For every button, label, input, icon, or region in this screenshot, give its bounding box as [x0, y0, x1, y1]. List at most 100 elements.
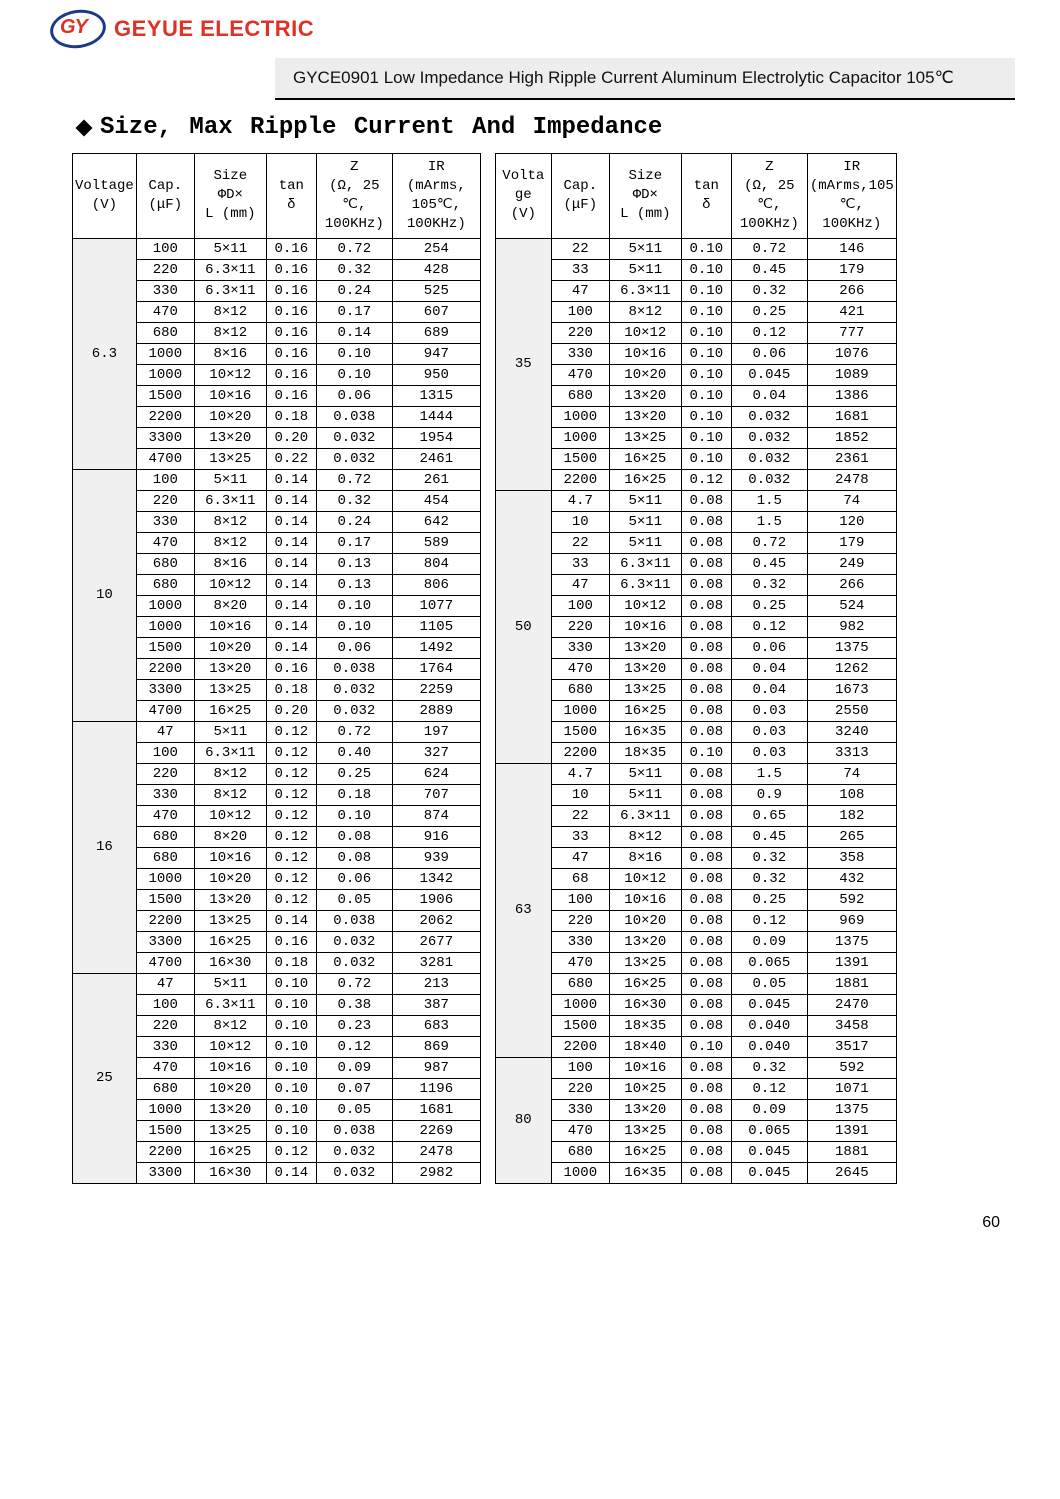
- cell-ir: 869: [392, 1036, 480, 1057]
- table-row: 22010×200.080.12969: [495, 910, 896, 931]
- cell-tan: 0.08: [681, 553, 731, 574]
- cell-tan: 0.08: [681, 994, 731, 1015]
- cell-tan: 0.08: [681, 973, 731, 994]
- cell-size: 8×12: [194, 532, 266, 553]
- cell-tan: 0.08: [681, 1078, 731, 1099]
- cell-size: 13×25: [609, 427, 681, 448]
- cell-ir: 2062: [392, 910, 480, 931]
- table-row: 101005×110.140.72261: [73, 469, 481, 490]
- cell-z: 0.72: [316, 238, 392, 259]
- cell-cap: 47: [551, 847, 609, 868]
- cell-cap: 680: [136, 574, 194, 595]
- cell-tan: 0.16: [266, 259, 316, 280]
- cell-tan: 0.12: [266, 1141, 316, 1162]
- cell-cap: 220: [551, 322, 609, 343]
- cell-cap: 4700: [136, 448, 194, 469]
- cell-z: 0.032: [316, 1162, 392, 1183]
- cell-tan: 0.14: [266, 532, 316, 553]
- table-row: 47013×250.080.0651391: [495, 952, 896, 973]
- cell-cap: 470: [136, 1057, 194, 1078]
- cell-ir: 1375: [807, 637, 896, 658]
- cell-z: 0.32: [731, 574, 807, 595]
- cell-ir: 2461: [392, 448, 480, 469]
- cell-size: 10×20: [194, 637, 266, 658]
- cell-z: 0.040: [731, 1036, 807, 1057]
- brand-name: GEYUE ELECTRIC: [114, 16, 314, 42]
- cell-ir: 982: [807, 616, 896, 637]
- cell-ir: 874: [392, 805, 480, 826]
- cell-z: 0.06: [316, 385, 392, 406]
- cell-tan: 0.10: [266, 1057, 316, 1078]
- cell-size: 5×11: [194, 469, 266, 490]
- cell-tan: 0.12: [266, 847, 316, 868]
- table-row: 100013×250.100.0321852: [495, 427, 896, 448]
- table-row: 1008×120.100.25421: [495, 301, 896, 322]
- cell-size: 16×35: [609, 1162, 681, 1183]
- cell-size: 10×16: [194, 1057, 266, 1078]
- cell-tan: 0.10: [681, 385, 731, 406]
- cell-z: 0.10: [316, 595, 392, 616]
- cell-z: 0.045: [731, 1162, 807, 1183]
- cell-z: 0.25: [316, 763, 392, 784]
- cell-ir: 261: [392, 469, 480, 490]
- section-heading: Size, Max Ripple Current And Impedance: [78, 114, 1010, 141]
- table-row: 105×110.080.9108: [495, 784, 896, 805]
- cell-z: 0.72: [731, 532, 807, 553]
- cell-size: 6.3×11: [194, 259, 266, 280]
- cell-size: 16×25: [194, 1141, 266, 1162]
- cell-tan: 0.16: [266, 364, 316, 385]
- cell-cap: 33: [551, 553, 609, 574]
- cell-tan: 0.08: [681, 658, 731, 679]
- cell-tan: 0.08: [681, 616, 731, 637]
- cell-ir: 987: [392, 1057, 480, 1078]
- cell-ir: 689: [392, 322, 480, 343]
- cell-cap: 680: [136, 1078, 194, 1099]
- cell-ir: 1492: [392, 637, 480, 658]
- cell-tan: 0.12: [266, 805, 316, 826]
- cell-z: 0.032: [316, 700, 392, 721]
- page: GY GEYUE ELECTRIC GYCE0901 Low Impedance…: [0, 0, 1060, 1272]
- cell-size: 13×20: [609, 1099, 681, 1120]
- cell-ir: 213: [392, 973, 480, 994]
- cell-tan: 0.14: [266, 595, 316, 616]
- cell-z: 0.032: [731, 469, 807, 490]
- cell-cap: 47: [136, 721, 194, 742]
- cell-ir: 1375: [807, 1099, 896, 1120]
- table-row: 150018×350.080.0403458: [495, 1015, 896, 1036]
- cell-z: 0.038: [316, 658, 392, 679]
- cell-cap: 22: [551, 238, 609, 259]
- cell-ir: 327: [392, 742, 480, 763]
- cell-size: 10×12: [194, 805, 266, 826]
- cell-cap: 220: [136, 763, 194, 784]
- cell-cap: 680: [551, 973, 609, 994]
- cell-tan: 0.08: [681, 826, 731, 847]
- voltage-cell: 10: [73, 469, 137, 721]
- voltage-cell: 35: [495, 238, 551, 490]
- cell-tan: 0.08: [681, 805, 731, 826]
- cell-ir: 387: [392, 994, 480, 1015]
- cell-ir: 1375: [807, 931, 896, 952]
- cell-size: 13×20: [609, 931, 681, 952]
- cell-cap: 330: [136, 280, 194, 301]
- cell-z: 0.10: [316, 805, 392, 826]
- cell-size: 8×12: [609, 826, 681, 847]
- cell-cap: 680: [136, 826, 194, 847]
- cell-tan: 0.16: [266, 658, 316, 679]
- cell-cap: 3300: [136, 427, 194, 448]
- cell-size: 13×25: [609, 1120, 681, 1141]
- cell-ir: 2470: [807, 994, 896, 1015]
- cell-tan: 0.16: [266, 931, 316, 952]
- th-ir: IR(mArms,105℃, 100KHz): [807, 154, 896, 239]
- cell-cap: 100: [136, 742, 194, 763]
- table-body: 6.31005×110.160.722542206.3×110.160.3242…: [73, 238, 481, 1183]
- cell-cap: 220: [551, 1078, 609, 1099]
- cell-tan: 0.10: [266, 973, 316, 994]
- cell-cap: 220: [551, 616, 609, 637]
- cell-ir: 607: [392, 301, 480, 322]
- cell-z: 0.032: [316, 427, 392, 448]
- cell-z: 0.032: [316, 679, 392, 700]
- cell-tan: 0.14: [266, 553, 316, 574]
- cell-z: 0.32: [731, 868, 807, 889]
- table-row: 47010×200.100.0451089: [495, 364, 896, 385]
- cell-size: 10×16: [194, 385, 266, 406]
